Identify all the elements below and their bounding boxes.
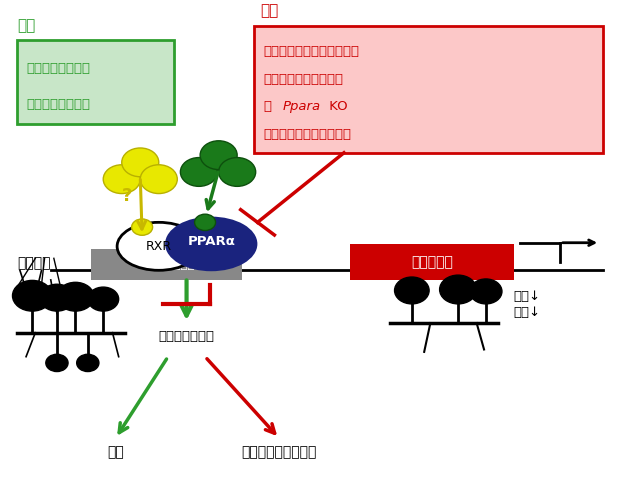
- Text: スパイン: スパイン: [17, 256, 50, 270]
- Text: ・エピジェネティクな抑制: ・エピジェネティクな抑制: [264, 45, 360, 58]
- Text: ・: ・: [264, 100, 272, 114]
- Text: 密度↓: 密度↓: [514, 290, 541, 302]
- Circle shape: [122, 148, 159, 177]
- Text: 統合失調症様表現型: 統合失調症様表現型: [241, 445, 317, 460]
- Text: KO: KO: [326, 100, 348, 114]
- FancyBboxPatch shape: [17, 40, 174, 124]
- Circle shape: [46, 354, 68, 371]
- Circle shape: [470, 279, 502, 304]
- Circle shape: [440, 275, 477, 304]
- Text: RXR: RXR: [146, 240, 172, 253]
- FancyBboxPatch shape: [350, 244, 514, 280]
- Circle shape: [180, 158, 218, 186]
- Text: ・機能低下を伴う変異: ・機能低下を伴う変異: [264, 73, 343, 86]
- Text: スパインの成熟: スパインの成熟: [159, 330, 215, 343]
- Text: ?: ?: [122, 187, 132, 205]
- Ellipse shape: [117, 222, 200, 270]
- Text: ・合成アゴニスト: ・合成アゴニスト: [26, 98, 90, 111]
- Circle shape: [219, 158, 255, 186]
- Circle shape: [131, 219, 153, 235]
- Text: PPAR応答配列: PPAR応答配列: [138, 258, 195, 271]
- Circle shape: [40, 284, 74, 311]
- Text: 標的遣伝子: 標的遣伝子: [411, 255, 453, 269]
- Text: 活性: 活性: [17, 18, 35, 33]
- Circle shape: [88, 287, 118, 311]
- Ellipse shape: [167, 218, 256, 270]
- FancyBboxPatch shape: [91, 249, 242, 280]
- Text: ・内因性リガンドの減少: ・内因性リガンドの減少: [264, 128, 352, 141]
- Circle shape: [104, 165, 140, 194]
- Circle shape: [77, 354, 99, 371]
- Circle shape: [12, 280, 52, 311]
- Circle shape: [57, 282, 94, 311]
- Text: Ppara: Ppara: [282, 100, 321, 114]
- Text: ・内因性リガンド: ・内因性リガンド: [26, 62, 90, 74]
- Text: 成熟↓: 成熟↓: [514, 306, 541, 319]
- Text: 正常: 正常: [107, 445, 124, 460]
- Text: PPARα: PPARα: [187, 235, 235, 248]
- Circle shape: [394, 277, 429, 304]
- Circle shape: [195, 214, 216, 230]
- FancyBboxPatch shape: [254, 25, 603, 153]
- Circle shape: [140, 165, 177, 194]
- Text: 抑制: 抑制: [260, 3, 279, 19]
- Circle shape: [200, 141, 237, 170]
